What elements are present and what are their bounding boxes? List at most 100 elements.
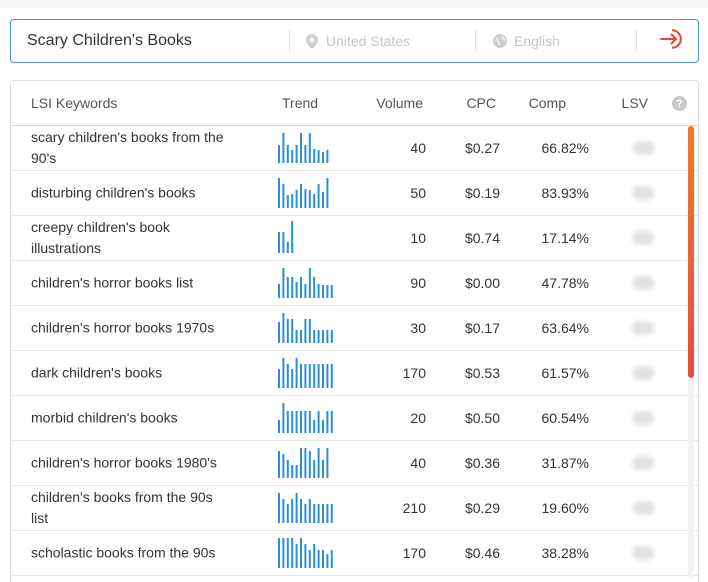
table-body: scary children's books from the 90's 40 $0…: [11, 126, 698, 576]
trend-bar: [282, 133, 285, 163]
trend-bar: [282, 232, 285, 253]
trend-bar: [317, 411, 320, 433]
trend-bar: [326, 448, 329, 478]
trend-bar: [286, 277, 289, 298]
trend-bar: [278, 232, 280, 253]
search-input[interactable]: [27, 28, 289, 54]
trend-bar: [286, 319, 289, 343]
trend-bar: [291, 465, 294, 478]
trend-bar: [286, 364, 289, 388]
column-header-lsv[interactable]: LSV: [621, 95, 648, 111]
lsv-blurred-value[interactable]: [632, 231, 654, 245]
keyword-cell[interactable]: dark children's books: [31, 364, 163, 381]
trend-bar: [286, 460, 289, 478]
trend-sparkline: [277, 219, 337, 253]
table-row[interactable]: dark children's books 170 $0.53 61.57%: [11, 351, 698, 396]
search-submit-button[interactable]: [646, 20, 698, 62]
table-row[interactable]: scholastic books from the 90s 170 $0.46 38.…: [11, 531, 698, 576]
keyword-cell[interactable]: scholastic books from the 90s: [31, 544, 216, 561]
lsv-blurred-value[interactable]: [632, 141, 654, 155]
trend-bar: [295, 493, 298, 523]
trend-bar: [317, 504, 320, 523]
lsv-blurred-value[interactable]: [632, 456, 654, 470]
trend-bar: [322, 504, 324, 523]
trend-bar: [295, 330, 298, 343]
scrollbar-thumb[interactable]: [688, 126, 694, 378]
trend-bar: [322, 330, 324, 343]
scrollbar-track[interactable]: [688, 378, 694, 578]
table-row[interactable]: children's books from the 90s list 210 $0.…: [11, 486, 698, 531]
trend-bar: [330, 550, 333, 568]
trend-bar: [286, 195, 289, 208]
trend-bar: [282, 358, 285, 388]
keyword-cell[interactable]: morbid children's books: [31, 409, 178, 426]
table-row[interactable]: disturbing children's books 50 $0.19 83.93%: [11, 171, 698, 216]
trend-bar: [300, 364, 302, 388]
volume-cell: 90: [410, 275, 426, 291]
lsv-blurred-value[interactable]: [632, 276, 654, 290]
column-header-cpc[interactable]: CPC: [466, 95, 496, 111]
volume-cell: 10: [410, 230, 426, 246]
trend-bar: [317, 330, 320, 343]
location-select[interactable]: United States: [290, 20, 475, 62]
cpc-cell: $0.74: [464, 230, 500, 246]
keyword-cell[interactable]: children's horror books list: [31, 274, 194, 291]
trend-bar: [286, 504, 289, 523]
trend-bar: [278, 145, 280, 163]
table-header: LSI Keywords Trend Volume CPC Comp LSV ?: [11, 81, 698, 126]
keyword-cell[interactable]: children's books from the 90s list: [31, 489, 213, 526]
lsv-blurred-value[interactable]: [632, 411, 654, 425]
trend-bar: [304, 504, 307, 523]
lsv-blurred-value[interactable]: [632, 321, 654, 335]
table-row[interactable]: creepy children's book illustrations 10 $0…: [11, 216, 698, 261]
keyword-cell[interactable]: scary children's books from the 90's: [31, 129, 224, 166]
help-icon[interactable]: ?: [672, 96, 687, 111]
table-row[interactable]: children's horror books list 90 $0.00 47.78…: [11, 261, 698, 306]
cpc-cell: $0.53: [464, 365, 500, 381]
column-header-volume[interactable]: Volume: [376, 95, 423, 111]
lsv-blurred-value[interactable]: [632, 546, 654, 560]
column-header-keywords[interactable]: LSI Keywords: [31, 95, 118, 111]
column-header-comp[interactable]: Comp: [528, 95, 566, 111]
comp-cell: 19.60%: [541, 500, 589, 516]
table-row[interactable]: children's horror books 1980's 40 $0.36 31.…: [11, 441, 698, 486]
lsv-blurred-value[interactable]: [632, 366, 654, 380]
trend-bar: [291, 411, 294, 433]
table-row[interactable]: morbid children's books 20 $0.50 60.54%: [11, 396, 698, 441]
keyword-cell[interactable]: disturbing children's books: [31, 184, 196, 201]
volume-cell: 50: [410, 185, 426, 201]
lsv-blurred-value[interactable]: [632, 186, 654, 200]
trend-bar: [291, 499, 294, 523]
keyword-cell[interactable]: children's horror books 1980's: [31, 454, 217, 471]
cpc-cell: $0.46: [464, 545, 500, 561]
trend-bar: [300, 499, 302, 523]
trend-bar: [295, 411, 298, 433]
trend-sparkline: [277, 489, 337, 523]
search-separator: [289, 30, 290, 52]
trend-bar: [308, 364, 311, 388]
trend-bar: [330, 504, 333, 523]
search-separator: [475, 30, 476, 52]
volume-cell: 20: [410, 410, 426, 426]
language-select[interactable]: English: [476, 20, 636, 62]
trend-bar: [308, 451, 311, 478]
table-row[interactable]: scary children's books from the 90's 40 $0…: [11, 126, 698, 171]
keyword-cell[interactable]: creepy children's book illustrations: [31, 219, 170, 256]
trend-bar: [304, 364, 307, 388]
trend-bar: [282, 454, 285, 478]
trend-bar: [300, 133, 302, 163]
trend-bar: [291, 319, 294, 343]
table-row[interactable]: children's horror books 1970s 30 $0.17 63.6…: [11, 306, 698, 351]
trend-bar: [282, 499, 285, 523]
trend-bar: [295, 282, 298, 298]
trend-bar: [295, 544, 298, 568]
lsv-blurred-value[interactable]: [632, 501, 654, 515]
trend-bar: [313, 504, 316, 523]
keyword-cell[interactable]: children's horror books 1970s: [31, 319, 215, 336]
trend-bar: [286, 145, 289, 163]
comp-cell: 66.82%: [541, 140, 589, 156]
trend-bar: [300, 330, 302, 343]
column-header-trend[interactable]: Trend: [282, 95, 319, 111]
trend-bar: [282, 403, 285, 433]
cpc-cell: $0.50: [464, 410, 500, 426]
